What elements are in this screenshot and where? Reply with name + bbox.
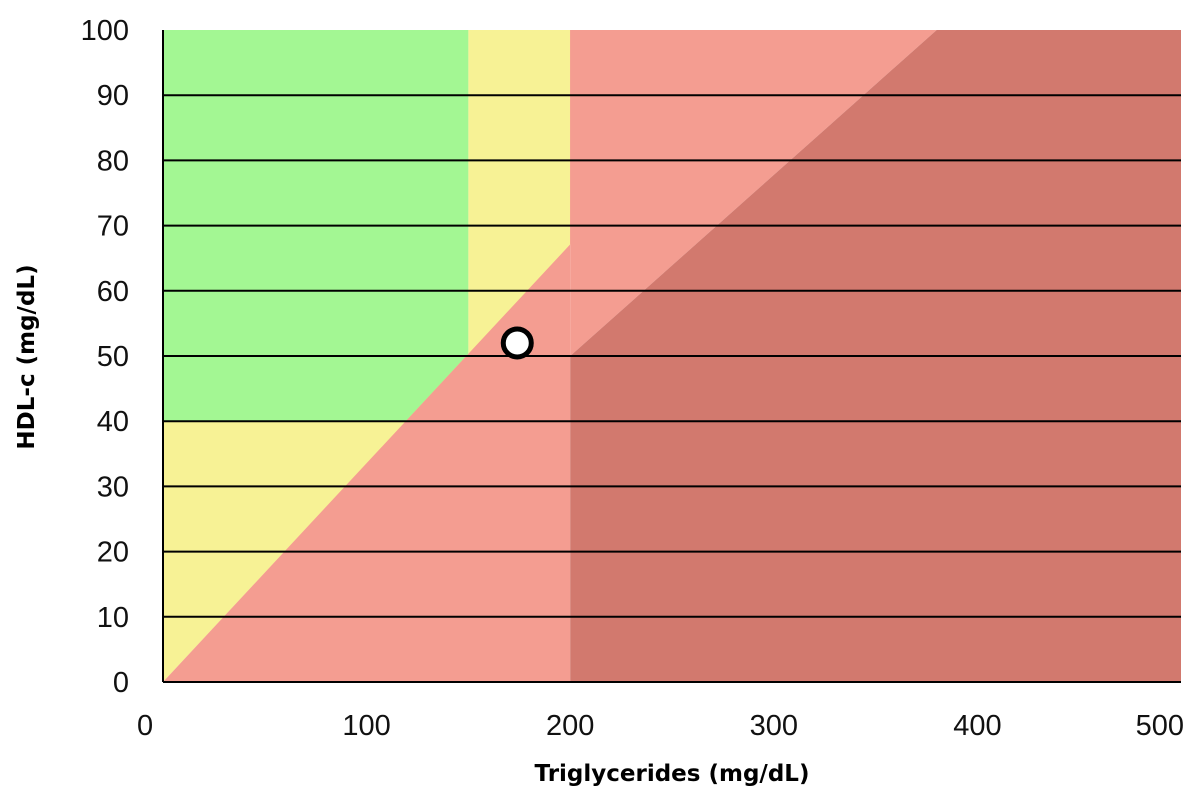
region-1 (163, 30, 571, 682)
data-point-0 (500, 326, 534, 360)
y-tick-labels: 0 10 20 30 40 50 60 70 80 90 100 (81, 15, 129, 699)
y-tick-label-30: 30 (97, 471, 129, 503)
plot-frame (162, 30, 1181, 683)
x-tick-label-400: 400 (953, 710, 1001, 742)
x-tick-label-300: 300 (750, 710, 798, 742)
x-axis-title: Triglycerides (mg/dL) (535, 761, 810, 787)
y-tick-label-70: 70 (97, 211, 129, 243)
y-tick-label-80: 80 (97, 145, 129, 177)
y-tick-label-90: 90 (97, 80, 129, 112)
x-tick-labels: 0 100 200 300 400 500 (137, 710, 1184, 742)
y-axis-title: HDL-c (mg/dL) (14, 264, 40, 449)
y-tick-label-10: 10 (97, 602, 129, 634)
data-points (500, 326, 534, 360)
y-tick-label-20: 20 (97, 537, 129, 569)
y-tick-label-100: 100 (81, 15, 129, 47)
x-tick-label-200: 200 (546, 710, 594, 742)
y-tick-label-40: 40 (97, 406, 129, 438)
y-tick-label-60: 60 (97, 276, 129, 308)
y-tick-label-50: 50 (97, 341, 129, 373)
x-tick-label-100: 100 (342, 710, 390, 742)
x-tick-label-500: 500 (1136, 710, 1184, 742)
region-4 (570, 30, 937, 682)
x-tick-label-0: 0 (137, 710, 153, 742)
y-tick-label-0: 0 (113, 667, 129, 699)
gridlines (163, 94, 1181, 618)
